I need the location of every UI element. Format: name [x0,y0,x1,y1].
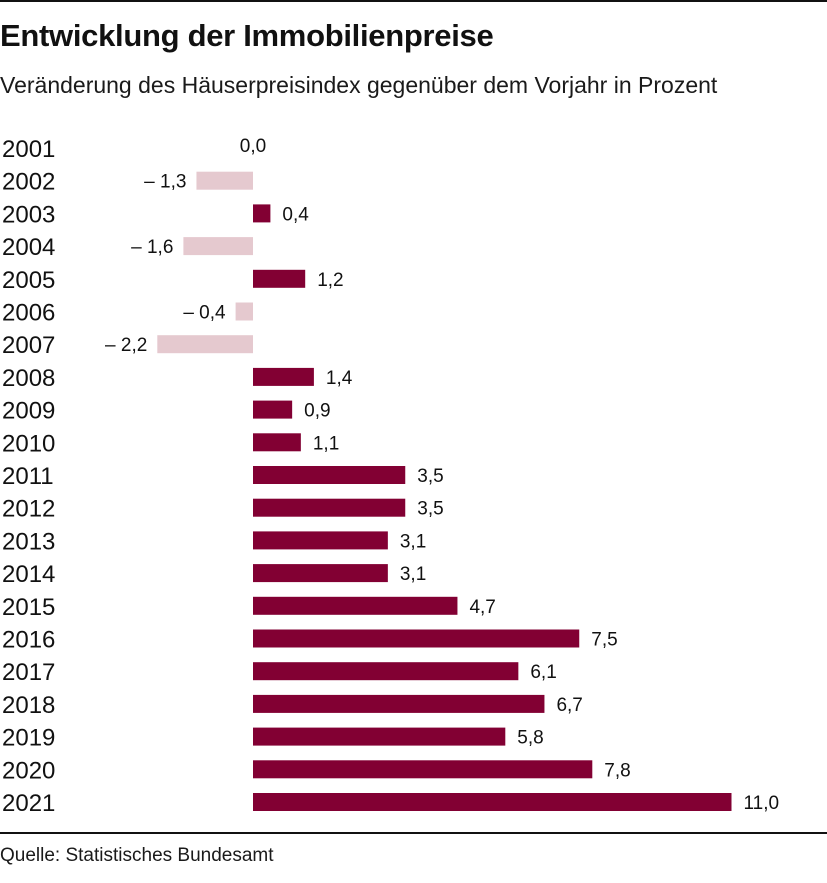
value-label: 7,5 [591,630,617,651]
value-label: 0,9 [304,401,330,422]
category-label: 2019 [2,725,55,752]
value-label: 4,7 [469,597,495,618]
bar [183,237,253,256]
value-label: 7,8 [604,760,630,781]
bar [253,662,519,681]
value-label: 5,8 [517,728,543,749]
bar [253,760,593,779]
value-label: 1,1 [313,433,339,454]
value-label: – 0,4 [183,303,226,324]
category-label: 2009 [2,398,55,425]
category-label: 2018 [2,692,55,719]
value-label: 1,4 [326,368,353,389]
bar [196,171,253,190]
bar [253,531,388,550]
bar [253,694,545,713]
value-label: 0,0 [240,136,266,157]
category-label: 2017 [2,659,55,686]
category-label: 2013 [2,528,55,555]
category-label: 2020 [2,757,55,784]
bar [157,335,253,354]
category-label: 2007 [2,332,55,359]
value-label: 3,5 [417,466,443,487]
bar [253,204,271,223]
bar [253,433,301,452]
value-label: – 1,3 [144,172,186,193]
category-label: 2015 [2,594,55,621]
value-label: – 2,2 [105,335,147,356]
bottom-rule [0,832,827,834]
bar [253,400,293,419]
source-note: Quelle: Statistisches Bundesamt [0,845,274,866]
category-label: 2011 [2,463,54,490]
value-label: 3,1 [400,564,426,585]
bar [253,269,306,288]
category-label: 2006 [2,300,55,327]
value-label: 0,4 [282,204,309,225]
category-label: 2014 [2,561,55,588]
bar [253,596,458,615]
bar [253,564,388,583]
value-label: – 1,6 [131,237,173,258]
category-label: 2003 [2,201,55,228]
value-label: 6,7 [556,695,582,716]
bar [235,302,253,321]
value-label: 6,1 [530,662,556,683]
chart-title: Entwicklung der Immobilienpreise [0,18,494,53]
chart-subtitle: Veränderung des Häuserpreisindex gegenüb… [0,72,718,98]
value-label: 3,1 [400,531,426,552]
category-label: 2005 [2,267,55,294]
bar [253,793,732,811]
bar [253,466,406,484]
value-label: 1,2 [317,270,343,291]
bar [253,498,406,517]
category-label: 2012 [2,496,55,523]
category-label: 2001 [2,136,55,163]
bar [253,727,506,746]
category-label: 2002 [2,169,55,196]
value-label: 11,0 [744,793,780,814]
category-label: 2016 [2,627,55,654]
category-label: 2004 [2,234,55,261]
category-label: 2010 [2,430,55,457]
category-label: 2021 [2,790,55,817]
bar-chart: 2001 0,0 2002 – 1,3 2003 0,4 2004 – 1,6 2005 1,2 2… [2,136,780,817]
top-rule [0,0,827,2]
bar [253,367,314,386]
category-label: 2008 [2,365,55,392]
value-label: 3,5 [417,499,443,520]
bar [253,629,580,648]
